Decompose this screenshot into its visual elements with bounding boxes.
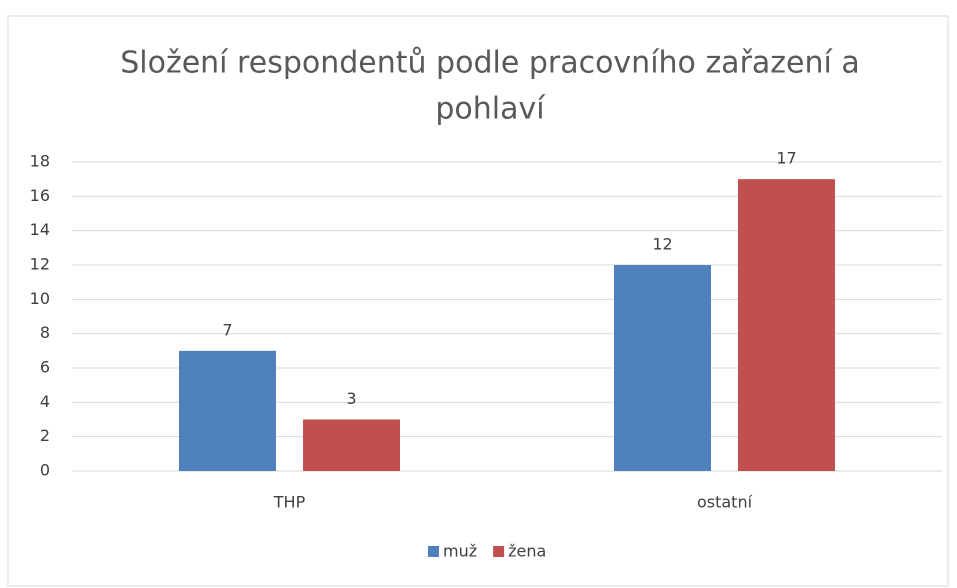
y-tick-label: 0 — [40, 461, 50, 480]
legend-swatch — [428, 546, 439, 557]
y-tick-label: 10 — [30, 289, 50, 308]
y-tick-label: 16 — [30, 186, 50, 205]
x-tick-label: ostatní — [697, 493, 753, 512]
legend-label: muž — [443, 542, 477, 561]
y-tick-label: 4 — [40, 392, 50, 411]
bar — [738, 179, 835, 471]
data-label: 3 — [346, 389, 356, 408]
chart-title: pohlaví — [435, 92, 546, 127]
y-tick-label: 14 — [30, 220, 50, 239]
y-tick-label: 8 — [40, 323, 50, 342]
data-label: 17 — [776, 149, 796, 168]
data-label: 7 — [222, 320, 232, 339]
data-label: 12 — [652, 235, 672, 254]
y-tick-label: 6 — [40, 358, 50, 377]
y-tick-label: 2 — [40, 426, 50, 445]
legend-label: žena — [508, 542, 546, 561]
bar — [614, 265, 711, 471]
bar — [303, 419, 400, 471]
y-tick-label: 18 — [30, 152, 50, 171]
x-tick-label: THP — [273, 493, 306, 512]
bar — [179, 350, 276, 471]
legend-swatch — [493, 546, 505, 557]
y-tick-label: 12 — [30, 255, 50, 274]
chart-title: Složení respondentů podle pracovního zař… — [120, 46, 860, 81]
